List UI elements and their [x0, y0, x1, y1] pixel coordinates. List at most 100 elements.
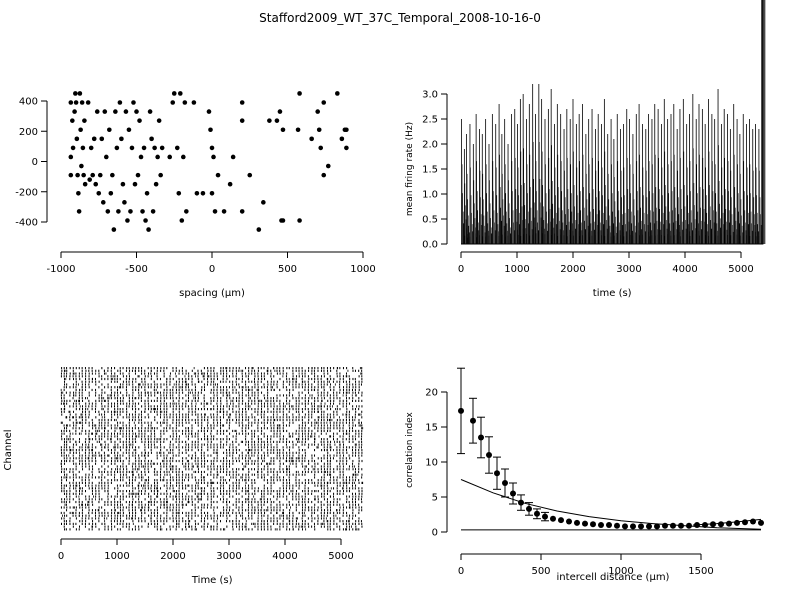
data-point	[200, 190, 206, 196]
data-point	[221, 209, 227, 214]
data-point	[140, 209, 145, 214]
data-point	[80, 145, 86, 151]
rate-burst-tail	[604, 151, 608, 244]
data-point	[212, 209, 218, 214]
rate-burst-tail	[608, 173, 612, 244]
data-point	[149, 136, 154, 142]
data-point	[321, 172, 327, 178]
rate-burst-tail	[557, 154, 561, 244]
data-point	[143, 218, 148, 223]
rate-burst-tail	[560, 161, 565, 244]
figure-title: Stafford2009_WT_37C_Temporal_2008-10-16-…	[259, 11, 541, 25]
data-point	[75, 172, 80, 178]
data-point	[344, 145, 349, 151]
data-point	[105, 209, 111, 214]
data-point	[138, 154, 144, 160]
rate-burst-tail	[724, 157, 728, 244]
rate-burst-tail	[755, 167, 760, 244]
x-tick-label: -500	[125, 264, 148, 275]
y-tick-label: 0	[32, 157, 38, 168]
rate-burst-tail	[667, 164, 672, 244]
rate-burst-tail	[579, 161, 583, 244]
data-point	[208, 127, 213, 133]
rate-burst-tail	[749, 164, 753, 244]
data-point	[111, 227, 117, 232]
rate-burst-tail	[740, 173, 744, 244]
data-point	[108, 190, 114, 196]
panel-spacing-scatter: -1000 -500 0 500 1000 spacing (µm) -400 -200 0 20…	[15, 91, 376, 299]
data-point	[116, 209, 121, 214]
data-point	[277, 109, 283, 114]
x-tick-label: 1000	[350, 264, 375, 275]
rate-burst-tail	[573, 151, 577, 244]
y-tick-label: 2.5	[422, 115, 438, 126]
data-point	[88, 145, 94, 151]
rate-burst-tail	[664, 151, 668, 244]
data-point	[315, 109, 321, 114]
rate-burst-tail	[689, 161, 694, 244]
data-point	[344, 127, 349, 133]
data-point	[194, 190, 200, 196]
data-point	[167, 154, 173, 160]
data-point	[171, 91, 177, 96]
data-point	[247, 172, 253, 178]
data-point	[135, 172, 141, 178]
rate-burst-tail	[730, 170, 734, 244]
data-point	[211, 154, 216, 160]
data-point	[153, 181, 159, 187]
rate-burst-tail	[648, 161, 653, 244]
data-point	[128, 209, 133, 214]
x-tick-label: 4000	[672, 264, 697, 275]
y-tick-label: 3.0	[422, 90, 438, 101]
data-point	[206, 109, 212, 114]
rate-burst-tail	[582, 154, 587, 244]
data-point	[126, 127, 132, 133]
rate-burst-tail	[592, 157, 596, 244]
x-tick-label: 4000	[272, 551, 297, 562]
rate-burst-tail	[646, 170, 650, 244]
rate-burst-tail	[476, 161, 480, 244]
rate-burst-tail	[743, 161, 747, 244]
data-point	[73, 100, 79, 105]
rate-burst-tail	[614, 177, 618, 244]
data-point	[117, 100, 123, 105]
x-axis-title: spacing (µm)	[179, 288, 245, 299]
y-tick-label: -200	[15, 187, 38, 198]
data-point	[152, 145, 157, 151]
data-point	[309, 136, 314, 142]
data-point	[230, 154, 236, 160]
data-point	[239, 118, 245, 123]
y-tick-label: 1.5	[422, 165, 438, 176]
data-point	[316, 127, 322, 133]
rate-burst-tail	[721, 167, 725, 244]
rate-burst-tail	[642, 167, 646, 244]
rate-burst-tail	[693, 148, 697, 244]
y-tick-label: 1.0	[422, 190, 438, 201]
y-tick-label: 400	[19, 97, 38, 108]
rate-burst-tail	[762, 0, 766, 244]
data-point	[81, 172, 86, 178]
data-point	[110, 172, 115, 178]
rate-burst-tail	[655, 154, 659, 244]
data-point	[144, 190, 150, 196]
y-tick-label: 0.5	[422, 215, 438, 226]
x-tick-label: 0	[58, 551, 64, 562]
data-point	[122, 200, 127, 205]
data-point	[181, 154, 186, 160]
data-point	[280, 127, 286, 133]
data-point	[170, 100, 176, 105]
rate-burst-tail	[714, 164, 719, 244]
data-point	[191, 100, 197, 105]
data-point	[74, 136, 80, 142]
rate-burst-tail	[708, 151, 713, 244]
rate-burst-tail	[504, 164, 509, 244]
data-point	[256, 227, 262, 232]
data-point	[239, 100, 245, 105]
rate-burst-tail	[588, 164, 593, 244]
data-point	[176, 190, 182, 196]
data-point	[141, 145, 147, 151]
rate-burst-tail	[718, 145, 722, 244]
data-point	[295, 127, 301, 133]
data-point	[209, 145, 215, 151]
